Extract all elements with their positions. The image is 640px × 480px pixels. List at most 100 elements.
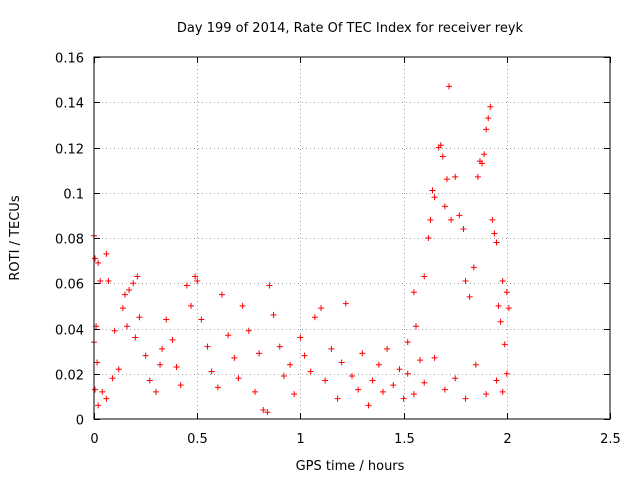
data-point <box>124 323 131 330</box>
x-tick-label: 2.5 <box>600 432 621 447</box>
data-point <box>431 354 438 361</box>
x-tick-label: 0.5 <box>187 432 208 447</box>
data-point <box>173 363 180 370</box>
y-tick-label: 0.12 <box>55 143 84 158</box>
data-point <box>260 406 267 413</box>
data-point <box>177 382 184 389</box>
data-point <box>328 345 335 352</box>
data-point <box>231 354 238 361</box>
data-point <box>342 300 349 307</box>
data-point <box>130 280 137 287</box>
data-point <box>121 291 128 298</box>
data-point <box>183 282 190 289</box>
data-point <box>501 341 508 348</box>
data-point <box>208 368 215 375</box>
grid-lines <box>94 57 610 419</box>
data-point <box>256 350 263 357</box>
data-point <box>119 305 126 312</box>
data-point <box>483 391 490 398</box>
data-point <box>204 343 211 350</box>
data-point <box>452 173 459 180</box>
data-point <box>431 194 438 201</box>
data-point <box>97 277 104 284</box>
data-point <box>95 402 102 409</box>
data-point <box>456 212 463 219</box>
data-point <box>404 370 411 377</box>
data-point <box>421 273 428 280</box>
data-point <box>446 83 453 90</box>
x-tick-label: 2 <box>503 432 511 447</box>
chart-title: Day 199 of 2014, Rate Of TEC Index for r… <box>177 21 524 36</box>
data-point <box>318 305 325 312</box>
y-tick-label: 0.06 <box>55 278 84 293</box>
data-point <box>441 203 448 210</box>
data-point <box>280 373 287 380</box>
data-point <box>146 377 153 384</box>
data-point <box>369 377 376 384</box>
data-point <box>412 323 419 330</box>
data-point <box>410 391 417 398</box>
data-point <box>427 216 434 223</box>
data-point <box>439 153 446 160</box>
data-point <box>307 368 314 375</box>
data-point <box>359 350 366 357</box>
data-point <box>235 375 242 382</box>
data-point <box>493 377 500 384</box>
data-point <box>499 388 506 395</box>
y-tick-label: 0.08 <box>55 233 84 248</box>
data-point <box>441 386 448 393</box>
data-point <box>163 316 170 323</box>
data-point <box>276 343 283 350</box>
data-point <box>115 366 122 373</box>
data-point <box>410 289 417 296</box>
y-tick-label: 0.02 <box>55 369 84 384</box>
data-point <box>495 302 502 309</box>
data-point <box>460 225 467 232</box>
data-point <box>157 361 164 368</box>
data-point <box>192 273 199 280</box>
data-point <box>400 395 407 402</box>
data-point <box>94 359 101 366</box>
data-point <box>239 302 246 309</box>
plot-frame <box>93 56 611 420</box>
data-point <box>92 255 99 262</box>
data-point <box>462 277 469 284</box>
data-point <box>443 176 450 183</box>
tick-labels: 0 0.5 1 1.5 2 2.5 0 0.02 0.04 0.06 0.08 0.1 0.12 0.14… <box>55 52 621 448</box>
data-point <box>487 103 494 110</box>
data-point <box>264 409 271 416</box>
data-point <box>297 334 304 341</box>
data-point <box>214 384 221 391</box>
data-point <box>287 361 294 368</box>
data-point <box>338 359 345 366</box>
data-point <box>485 115 492 122</box>
data-point <box>99 388 106 395</box>
data-point <box>142 352 149 359</box>
data-point <box>103 250 110 257</box>
data-point <box>159 345 166 352</box>
data-point <box>390 382 397 389</box>
x-tick-label: 1 <box>296 432 304 447</box>
data-point <box>375 361 382 368</box>
data-point <box>384 345 391 352</box>
axis-ticks <box>94 57 611 420</box>
data-point <box>266 282 273 289</box>
data-point <box>404 339 411 346</box>
data-point <box>111 327 118 334</box>
data-point <box>95 259 102 266</box>
data-point <box>152 388 159 395</box>
data-point <box>503 370 510 377</box>
data-point <box>334 395 341 402</box>
data-point <box>437 142 444 149</box>
data-point <box>322 377 329 384</box>
data-point <box>503 289 510 296</box>
data-point <box>499 277 506 284</box>
data-point <box>481 151 488 158</box>
data-point <box>462 395 469 402</box>
data-point <box>169 336 176 343</box>
data-point <box>218 291 225 298</box>
data-point <box>466 293 473 300</box>
data-point <box>92 386 99 393</box>
data-point <box>493 239 500 246</box>
